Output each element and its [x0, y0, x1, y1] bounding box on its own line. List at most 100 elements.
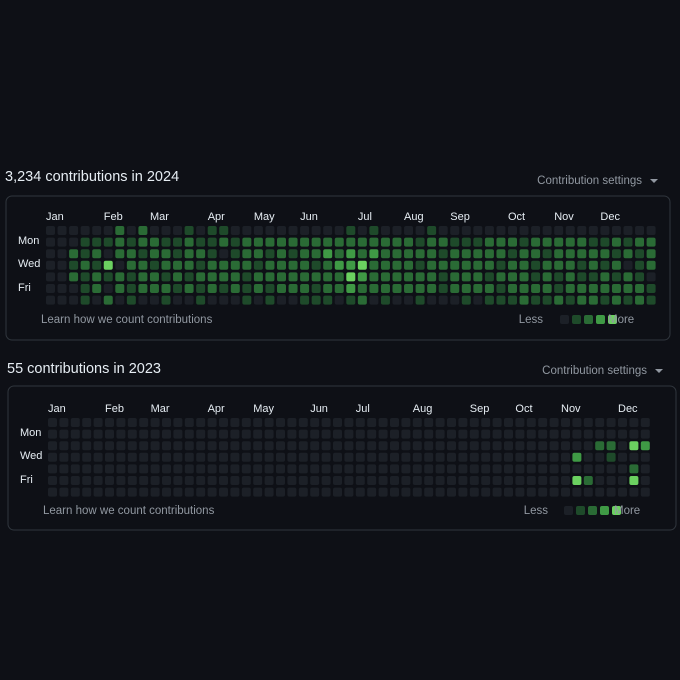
contribution-cell[interactable] — [230, 452, 240, 462]
contribution-cell[interactable] — [69, 272, 79, 282]
contribution-cell[interactable] — [378, 429, 388, 439]
contribution-cell[interactable] — [415, 272, 425, 282]
contribution-cell[interactable] — [253, 295, 263, 305]
contribution-cell[interactable] — [265, 272, 275, 282]
contribution-cell[interactable] — [447, 429, 456, 439]
contribution-cell[interactable] — [219, 464, 228, 474]
contribution-cell[interactable] — [392, 260, 402, 270]
contribution-cell[interactable] — [277, 260, 286, 270]
contribution-cell[interactable] — [346, 260, 356, 270]
contribution-cell[interactable] — [618, 429, 627, 439]
contribution-cell[interactable] — [380, 237, 390, 247]
contribution-cell[interactable] — [606, 476, 616, 485]
contribution-cell[interactable] — [600, 226, 610, 235]
contribution-cell[interactable] — [367, 441, 377, 451]
contribution-cell[interactable] — [583, 464, 593, 474]
contribution-cell[interactable] — [635, 226, 645, 235]
contribution-cell[interactable] — [424, 452, 434, 462]
contribution-cell[interactable] — [583, 441, 593, 451]
contribution-cell[interactable] — [149, 260, 159, 270]
contribution-cell[interactable] — [438, 226, 448, 235]
contribution-cell[interactable] — [572, 476, 582, 485]
contribution-cell[interactable] — [504, 429, 513, 439]
contribution-cell[interactable] — [496, 237, 506, 247]
contribution-cell[interactable] — [390, 418, 399, 427]
contribution-cell[interactable] — [565, 249, 575, 259]
contribution-cell[interactable] — [401, 476, 411, 485]
contribution-cell[interactable] — [344, 441, 354, 451]
contribution-cell[interactable] — [401, 452, 411, 462]
contribution-cell[interactable] — [105, 441, 114, 451]
contribution-cell[interactable] — [300, 284, 310, 293]
contribution-cell[interactable] — [105, 476, 114, 485]
contribution-cell[interactable] — [469, 476, 479, 485]
contribution-cell[interactable] — [369, 226, 379, 235]
contribution-cell[interactable] — [277, 237, 286, 247]
contribution-cell[interactable] — [496, 284, 506, 293]
contribution-cell[interactable] — [415, 226, 425, 235]
contribution-cell[interactable] — [126, 260, 136, 270]
contribution-cell[interactable] — [46, 272, 55, 282]
contribution-cell[interactable] — [412, 476, 422, 485]
contribution-cell[interactable] — [378, 476, 388, 485]
contribution-cell[interactable] — [508, 295, 517, 305]
contribution-cell[interactable] — [542, 260, 552, 270]
contribution-cell[interactable] — [127, 441, 137, 451]
contribution-cell[interactable] — [473, 260, 483, 270]
contribution-cell[interactable] — [321, 418, 331, 427]
contribution-cell[interactable] — [241, 464, 251, 474]
contribution-cell[interactable] — [600, 284, 610, 293]
contribution-cell[interactable] — [640, 452, 650, 462]
contribution-cell[interactable] — [276, 464, 285, 474]
contribution-cell[interactable] — [572, 464, 582, 474]
contribution-cell[interactable] — [401, 487, 411, 497]
contribution-cell[interactable] — [150, 487, 160, 497]
contribution-cell[interactable] — [640, 429, 650, 439]
contribution-cell[interactable] — [390, 487, 399, 497]
contribution-cell[interactable] — [93, 429, 103, 439]
contribution-cell[interactable] — [173, 441, 183, 451]
contribution-cell[interactable] — [298, 418, 308, 427]
contribution-cell[interactable] — [321, 452, 331, 462]
contribution-cell[interactable] — [424, 441, 434, 451]
contribution-cell[interactable] — [138, 226, 148, 235]
contribution-cell[interactable] — [46, 226, 55, 235]
contribution-cell[interactable] — [561, 429, 570, 439]
contribution-cell[interactable] — [219, 487, 228, 497]
contribution-cell[interactable] — [196, 429, 206, 439]
contribution-cell[interactable] — [424, 464, 434, 474]
contribution-cell[interactable] — [277, 295, 286, 305]
contribution-cell[interactable] — [127, 464, 137, 474]
contribution-cell[interactable] — [549, 476, 559, 485]
contribution-cell[interactable] — [139, 476, 149, 485]
contribution-cell[interactable] — [515, 429, 525, 439]
contribution-cell[interactable] — [46, 284, 55, 293]
contribution-cell[interactable] — [588, 249, 598, 259]
contribution-cell[interactable] — [554, 284, 564, 293]
contribution-cell[interactable] — [70, 487, 80, 497]
contribution-cell[interactable] — [116, 487, 126, 497]
contribution-cell[interactable] — [519, 226, 529, 235]
contribution-cell[interactable] — [82, 476, 92, 485]
contribution-cell[interactable] — [300, 249, 310, 259]
contribution-cell[interactable] — [310, 418, 320, 427]
contribution-cell[interactable] — [369, 249, 379, 259]
contribution-cell[interactable] — [57, 249, 67, 259]
contribution-cell[interactable] — [219, 284, 229, 293]
contribution-cell[interactable] — [640, 487, 650, 497]
contribution-cell[interactable] — [196, 441, 206, 451]
contribution-cell[interactable] — [390, 464, 399, 474]
contribution-cell[interactable] — [219, 226, 229, 235]
contribution-cell[interactable] — [390, 476, 399, 485]
contribution-cell[interactable] — [606, 487, 616, 497]
contribution-cell[interactable] — [230, 464, 240, 474]
contribution-cell[interactable] — [115, 260, 125, 270]
contribution-cell[interactable] — [149, 226, 159, 235]
contribution-cell[interactable] — [611, 249, 621, 259]
contribution-cell[interactable] — [496, 295, 506, 305]
contribution-cell[interactable] — [69, 284, 79, 293]
contribution-cell[interactable] — [367, 418, 377, 427]
contribution-cell[interactable] — [611, 284, 621, 293]
contribution-cell[interactable] — [173, 429, 183, 439]
contribution-cell[interactable] — [230, 260, 240, 270]
